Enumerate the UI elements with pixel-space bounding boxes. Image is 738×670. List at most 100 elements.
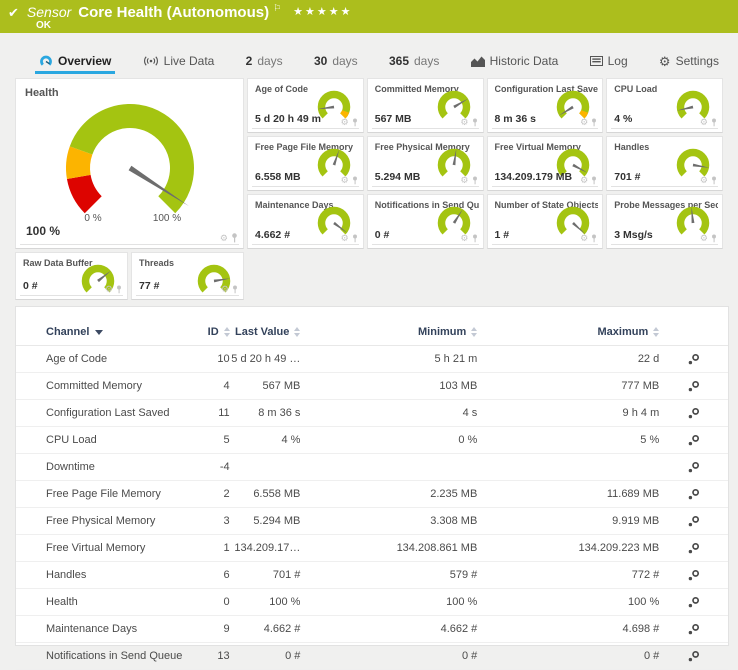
gear-icon[interactable]: ⚙ — [580, 118, 588, 127]
tab-settings[interactable]: ⚙ Settings — [655, 54, 723, 74]
pin-icon[interactable] — [116, 285, 122, 294]
pin-icon[interactable] — [231, 233, 238, 243]
gauge-tile[interactable]: Free Physical Memory 5.294 MB ⚙ — [367, 136, 484, 191]
col-header-minimum[interactable]: Minimum — [300, 319, 477, 346]
gauge-tile[interactable]: Configuration Last Saved 8 m 36 s ⚙ — [487, 78, 604, 133]
gauge-tile[interactable]: Committed Memory 567 MB ⚙ — [367, 78, 484, 133]
cell-channel[interactable]: Free Virtual Memory — [16, 535, 184, 562]
gauge-tile[interactable]: Free Page File Memory 6.558 MB ⚙ — [247, 136, 364, 191]
edit-channel-icon[interactable] — [687, 650, 700, 663]
gear-icon[interactable]: ⚙ — [700, 234, 708, 243]
edit-channel-icon[interactable] — [687, 623, 700, 636]
table-row[interactable]: Free Physical Memory 3 5.294 MB 3.308 MB… — [16, 508, 728, 535]
gauge-tile[interactable]: Maintenance Days 4.662 # ⚙ — [247, 194, 364, 249]
cell-channel[interactable]: Handles — [16, 562, 184, 589]
tab-2-days[interactable]: 2 days — [242, 54, 287, 74]
pin-icon[interactable] — [232, 285, 238, 294]
gauge-tile[interactable]: Free Virtual Memory 134.209.179 MB ⚙ — [487, 136, 604, 191]
cell-last-value: 134.209.17… — [230, 535, 301, 562]
gear-icon[interactable]: ⚙ — [460, 234, 468, 243]
edit-channel-icon[interactable] — [687, 488, 700, 501]
tile-divider — [372, 244, 479, 245]
pin-icon[interactable] — [591, 176, 597, 185]
cell-channel[interactable]: Free Page File Memory — [16, 481, 184, 508]
cell-channel[interactable]: Maintenance Days — [16, 616, 184, 643]
gear-icon[interactable]: ⚙ — [220, 234, 228, 243]
pin-icon[interactable] — [352, 176, 358, 185]
gear-icon[interactable]: ⚙ — [700, 176, 708, 185]
tile-actions: ⚙ — [341, 176, 358, 185]
cell-channel[interactable]: Downtime — [16, 454, 184, 481]
gear-icon[interactable]: ⚙ — [460, 176, 468, 185]
pin-icon[interactable] — [711, 234, 717, 243]
pin-icon[interactable] — [472, 118, 478, 127]
gear-icon[interactable]: ⚙ — [341, 118, 349, 127]
cell-channel[interactable]: Configuration Last Saved — [16, 400, 184, 427]
pin-icon[interactable] — [472, 176, 478, 185]
table-row[interactable]: Free Virtual Memory 1 134.209.17… 134.20… — [16, 535, 728, 562]
col-header-maximum[interactable]: Maximum — [477, 319, 659, 346]
gear-icon[interactable]: ⚙ — [341, 176, 349, 185]
cell-channel[interactable]: Health — [16, 589, 184, 616]
edit-channel-icon[interactable] — [687, 542, 700, 555]
pin-icon[interactable] — [591, 234, 597, 243]
tab-historic-data[interactable]: Historic Data — [467, 54, 563, 74]
col-header-channel[interactable]: Channel — [16, 319, 184, 346]
gauge-tile[interactable]: Threads 77 # ⚙ — [131, 252, 244, 300]
cell-channel[interactable]: Free Physical Memory — [16, 508, 184, 535]
gauge-tile[interactable]: CPU Load 4 % ⚙ — [606, 78, 723, 133]
tab-live-data[interactable]: Live Data — [139, 54, 219, 74]
health-gauge-tile[interactable]: Health 0 % 100 % 100 % ⚙ — [15, 78, 244, 249]
tab-30-days[interactable]: 30 days — [310, 54, 362, 74]
edit-channel-icon[interactable] — [687, 596, 700, 609]
pin-icon[interactable] — [472, 234, 478, 243]
pin-icon[interactable] — [352, 118, 358, 127]
gear-icon[interactable]: ⚙ — [700, 118, 708, 127]
table-row[interactable]: Notifications in Send Queue 13 0 # 0 # 0… — [16, 643, 728, 670]
table-row[interactable]: Health 0 100 % 100 % 100 % — [16, 589, 728, 616]
tab-overview[interactable]: Overview — [35, 54, 115, 74]
gauge-tile[interactable]: Probe Messages per Second 3 Msg/s ⚙ — [606, 194, 723, 249]
edit-channel-icon[interactable] — [687, 380, 700, 393]
table-row[interactable]: Handles 6 701 # 579 # 772 # — [16, 562, 728, 589]
gauge-tile[interactable]: Notifications in Send Queue 0 # ⚙ — [367, 194, 484, 249]
cell-channel[interactable]: Committed Memory — [16, 373, 184, 400]
edit-channel-icon[interactable] — [687, 569, 700, 582]
gear-icon[interactable]: ⚙ — [580, 176, 588, 185]
col-header-last-value[interactable]: Last Value — [230, 319, 301, 346]
table-row[interactable]: Configuration Last Saved 11 8 m 36 s 4 s… — [16, 400, 728, 427]
cell-channel[interactable]: Notifications in Send Queue — [16, 643, 184, 670]
col-header-id[interactable]: ID — [184, 319, 229, 346]
gauge-tile[interactable]: Number of State Objects 1 # ⚙ — [487, 194, 604, 249]
tab-365-days[interactable]: 365 days — [385, 54, 443, 74]
gauge-tile[interactable]: Raw Data Buffer 0 # ⚙ — [15, 252, 128, 300]
pin-icon[interactable] — [591, 118, 597, 127]
pin-icon[interactable] — [352, 234, 358, 243]
gear-icon[interactable]: ⚙ — [221, 285, 229, 294]
table-row[interactable]: Free Page File Memory 2 6.558 MB 2.235 M… — [16, 481, 728, 508]
cell-channel[interactable]: CPU Load — [16, 427, 184, 454]
gear-icon[interactable]: ⚙ — [341, 234, 349, 243]
edit-channel-icon[interactable] — [687, 434, 700, 447]
gauge-tile[interactable]: Handles 701 # ⚙ — [606, 136, 723, 191]
edit-channel-icon[interactable] — [687, 407, 700, 420]
gear-icon[interactable]: ⚙ — [105, 285, 113, 294]
gauge-tile[interactable]: Age of Code 5 d 20 h 49 m ⚙ — [247, 78, 364, 133]
table-row[interactable]: Maintenance Days 9 4.662 # 4.662 # 4.698… — [16, 616, 728, 643]
cell-id: 9 — [184, 616, 229, 643]
table-row[interactable]: CPU Load 5 4 % 0 % 5 % — [16, 427, 728, 454]
gear-icon[interactable]: ⚙ — [580, 234, 588, 243]
edit-channel-icon[interactable] — [687, 353, 700, 366]
gear-icon[interactable]: ⚙ — [460, 118, 468, 127]
table-row[interactable]: Committed Memory 4 567 MB 103 MB 777 MB — [16, 373, 728, 400]
priority-stars[interactable]: ★★★★★ — [293, 6, 352, 18]
gauge-value: 3 Msg/s — [614, 229, 653, 241]
tab-log[interactable]: Log — [586, 54, 632, 74]
table-row[interactable]: Age of Code 10 5 d 20 h 49 … 5 h 21 m 22… — [16, 346, 728, 373]
table-row[interactable]: Downtime -4 — [16, 454, 728, 481]
edit-channel-icon[interactable] — [687, 461, 700, 474]
pin-icon[interactable] — [711, 176, 717, 185]
cell-channel[interactable]: Age of Code — [16, 346, 184, 373]
edit-channel-icon[interactable] — [687, 515, 700, 528]
pin-icon[interactable] — [711, 118, 717, 127]
